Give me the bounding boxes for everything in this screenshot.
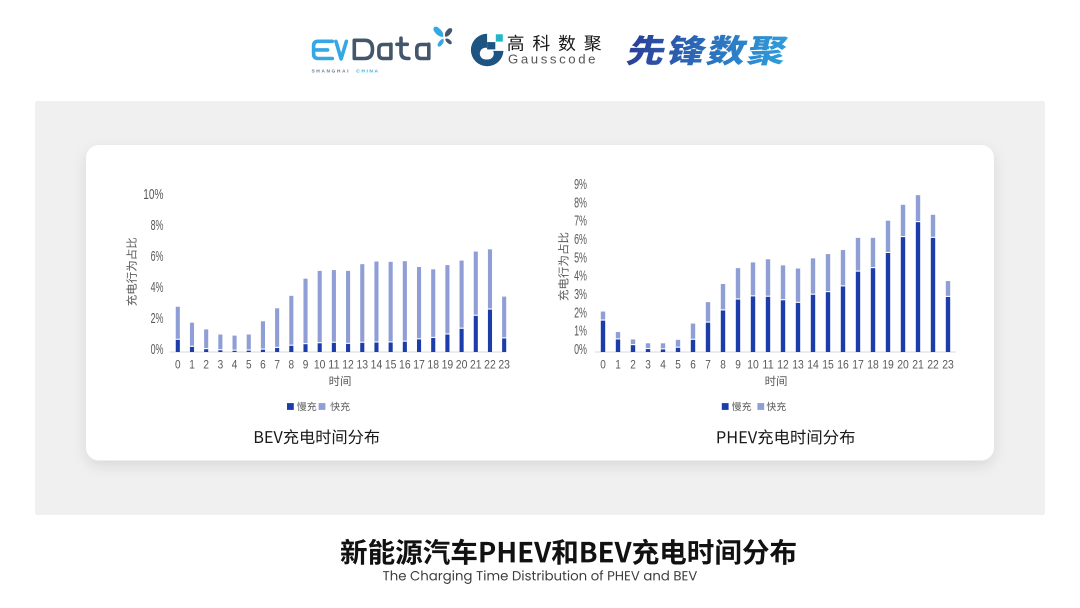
svg-text:0%: 0% <box>574 342 587 358</box>
svg-text:0: 0 <box>600 358 606 372</box>
svg-text:10: 10 <box>747 358 759 372</box>
svg-text:SHANGHAI: SHANGHAI <box>312 69 350 75</box>
svg-text:21: 21 <box>912 358 924 372</box>
svg-text:17: 17 <box>413 358 425 372</box>
svg-text:20: 20 <box>897 358 909 372</box>
svg-text:23: 23 <box>942 358 954 372</box>
svg-text:14: 14 <box>371 358 383 372</box>
svg-text:6: 6 <box>690 358 696 372</box>
svg-text:5%: 5% <box>574 250 587 266</box>
svg-text:19: 19 <box>442 358 454 372</box>
svg-text:3%: 3% <box>574 287 587 303</box>
svg-text:2%: 2% <box>151 311 164 327</box>
svg-text:19: 19 <box>882 358 894 372</box>
svg-text:0%: 0% <box>151 342 164 358</box>
svg-text:4%: 4% <box>151 280 164 296</box>
svg-text:2: 2 <box>203 358 209 372</box>
svg-text:1%: 1% <box>574 324 587 340</box>
svg-text:1: 1 <box>189 358 195 372</box>
svg-text:22: 22 <box>484 358 496 372</box>
svg-text:11: 11 <box>762 358 774 372</box>
svg-text:9%: 9% <box>574 177 587 193</box>
svg-text:12: 12 <box>777 358 789 372</box>
svg-text:8: 8 <box>720 358 726 372</box>
svg-text:12: 12 <box>342 358 354 372</box>
svg-text:5: 5 <box>675 358 681 372</box>
svg-text:2%: 2% <box>574 305 587 321</box>
svg-text:6%: 6% <box>574 232 587 248</box>
svg-text:18: 18 <box>427 358 439 372</box>
svg-text:CHINA: CHINA <box>356 69 379 75</box>
svg-text:10%: 10% <box>143 187 163 203</box>
svg-text:8%: 8% <box>574 195 587 211</box>
svg-text:0: 0 <box>175 358 181 372</box>
svg-text:21: 21 <box>470 358 482 372</box>
svg-text:22: 22 <box>927 358 939 372</box>
svg-text:4: 4 <box>660 358 666 372</box>
svg-text:14: 14 <box>807 358 819 372</box>
svg-text:2: 2 <box>630 358 636 372</box>
svg-text:13: 13 <box>356 358 368 372</box>
svg-text:17: 17 <box>852 358 864 372</box>
svg-text:11: 11 <box>328 358 340 372</box>
svg-text:6: 6 <box>260 358 266 372</box>
svg-text:7: 7 <box>705 358 711 372</box>
svg-text:3: 3 <box>645 358 651 372</box>
svg-text:7%: 7% <box>574 214 587 230</box>
svg-text:15: 15 <box>822 358 834 372</box>
svg-text:1: 1 <box>615 358 621 372</box>
svg-text:9: 9 <box>303 358 309 372</box>
svg-text:7: 7 <box>274 358 280 372</box>
svg-text:3: 3 <box>218 358 224 372</box>
svg-text:16: 16 <box>399 358 411 372</box>
svg-text:8%: 8% <box>151 218 164 234</box>
svg-text:4%: 4% <box>574 269 587 285</box>
svg-text:15: 15 <box>385 358 397 372</box>
svg-text:23: 23 <box>498 358 510 372</box>
svg-text:20: 20 <box>456 358 468 372</box>
svg-text:9: 9 <box>735 358 741 372</box>
svg-text:13: 13 <box>792 358 804 372</box>
svg-text:10: 10 <box>314 358 326 372</box>
svg-text:6%: 6% <box>151 249 164 265</box>
svg-text:18: 18 <box>867 358 879 372</box>
svg-text:16: 16 <box>837 358 849 372</box>
svg-text:4: 4 <box>232 358 238 372</box>
svg-text:8: 8 <box>289 358 295 372</box>
svg-text:Gausscode: Gausscode <box>508 52 598 67</box>
svg-text:5: 5 <box>246 358 252 372</box>
